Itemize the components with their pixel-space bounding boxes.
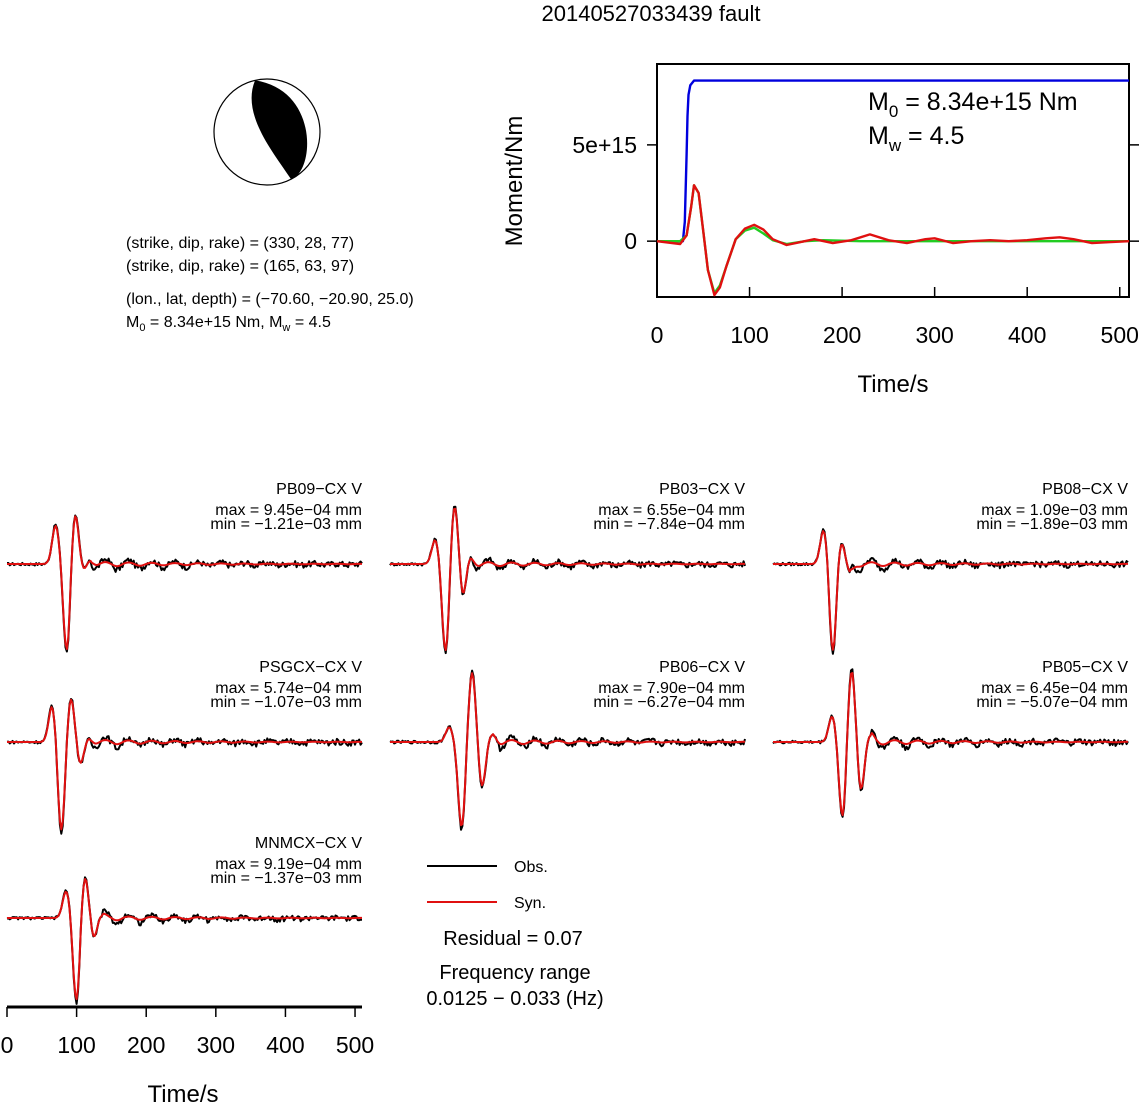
station-name: PB08−CX V [1042, 481, 1128, 498]
station-name: PB09−CX V [276, 481, 362, 498]
beachball [213, 78, 321, 186]
moment-series [656, 79, 1130, 297]
moment-x-axis-label: Time/s [857, 371, 928, 398]
synthetic-waveform [773, 672, 1128, 817]
moment-plot-frame [656, 63, 1130, 298]
moment-x-tick-label: 0 [651, 322, 664, 348]
station-max: max = 1.09e−03 mm [981, 502, 1128, 519]
synthetic-waveform [7, 878, 362, 1001]
moment-y-axis-label: Moment/Nm [501, 116, 528, 247]
moment-y-tick-label: 0 [624, 228, 637, 254]
nodal-plane-1: (strike, dip, rake) = (330, 28, 77) [126, 235, 354, 252]
source-moment: M0 = 8.34e+15 Nm, Mw = 4.5 [126, 314, 331, 334]
waveform-x-tick-label: 200 [127, 1032, 165, 1058]
moment-x-tick-label: 400 [1008, 322, 1046, 348]
observed-waveform [7, 514, 363, 653]
source-location: (lon., lat, depth) = (−70.60, −20.90, 25… [126, 291, 414, 308]
residual-value: Residual = 0.07 [443, 928, 583, 950]
beachball-compressional-quadrant [251, 80, 308, 180]
station-max: max = 5.74e−04 mm [215, 680, 362, 697]
station-name: PB05−CX V [1042, 659, 1128, 676]
legend-obs-label: Obs. [514, 859, 548, 876]
moment-x-tick-label: 500 [1101, 322, 1139, 348]
station-max: max = 7.90e−04 mm [598, 680, 745, 697]
synthetic-waveform [390, 672, 745, 827]
waveform-x-tick-label: 300 [197, 1032, 235, 1058]
station-max: max = 9.45e−04 mm [215, 502, 362, 519]
legend-syn-label: Syn. [514, 895, 546, 912]
station-max: max = 9.19e−04 mm [215, 856, 362, 873]
station-min: min = −5.07e−04 mm [976, 694, 1128, 711]
moment-x-tick-label: 300 [915, 322, 953, 348]
moment-annotation-mw: Mw = 4.5 [868, 122, 964, 155]
legend: Obs. Syn. [427, 859, 548, 912]
frequency-range-label: Frequency range [439, 962, 590, 984]
waveform-x-axis-label: Time/s [147, 1081, 218, 1103]
synthetic-waveform [773, 530, 1128, 651]
waveform-x-tick-label: 500 [336, 1032, 374, 1058]
observed-waveform [389, 669, 746, 831]
station-name: PB03−CX V [659, 481, 745, 498]
moment-axis-ticks: 0 100 200 300 400 500 0 5e+15 [572, 132, 1139, 348]
focal-parameters: (strike, dip, rake) = (330, 28, 77) (str… [126, 235, 414, 334]
moment-x-tick-label: 200 [823, 322, 861, 348]
frequency-range-value: 0.0125 − 0.033 (Hz) [426, 988, 603, 1010]
moment-rate-line-red [656, 184, 1130, 297]
station-name: MNMCX−CX V [255, 835, 362, 852]
moment-rate-line-green [657, 184, 1129, 295]
synthetic-waveform [7, 515, 362, 650]
station-min: min = −1.07e−03 mm [210, 694, 362, 711]
station-max: max = 6.45e−04 mm [981, 680, 1128, 697]
waveform-x-tick-label: 0 [1, 1032, 14, 1058]
nodal-plane-2: (strike, dip, rake) = (165, 63, 97) [126, 258, 354, 275]
synthetic-waveform [7, 698, 362, 831]
station-min: min = −7.84e−04 mm [593, 516, 745, 533]
cumulative-moment-line [657, 79, 1129, 243]
station-min: min = −1.37e−03 mm [210, 870, 362, 887]
station-name: PB06−CX V [659, 659, 745, 676]
station-name: PSGCX−CX V [259, 659, 362, 676]
station-min: min = −1.89e−03 mm [976, 516, 1128, 533]
moment-x-tick-label: 100 [730, 322, 768, 348]
figure-title: 20140527033439 fault [542, 1, 761, 26]
synthetic-waveform [390, 507, 745, 651]
waveform-time-axis: 0 100 200 300 400 500 [1, 1005, 374, 1058]
moment-y-tick-label: 5e+15 [572, 132, 637, 158]
station-min: min = −1.21e−03 mm [210, 516, 362, 533]
waveform-x-tick-label: 100 [57, 1032, 95, 1058]
moment-annotation-m0: M0 = 8.34e+15 Nm [868, 88, 1078, 121]
station-max: max = 6.55e−04 mm [598, 502, 745, 519]
station-min: min = −6.27e−04 mm [593, 694, 745, 711]
waveform-x-tick-label: 400 [266, 1032, 304, 1058]
observed-waveform [6, 876, 362, 1005]
